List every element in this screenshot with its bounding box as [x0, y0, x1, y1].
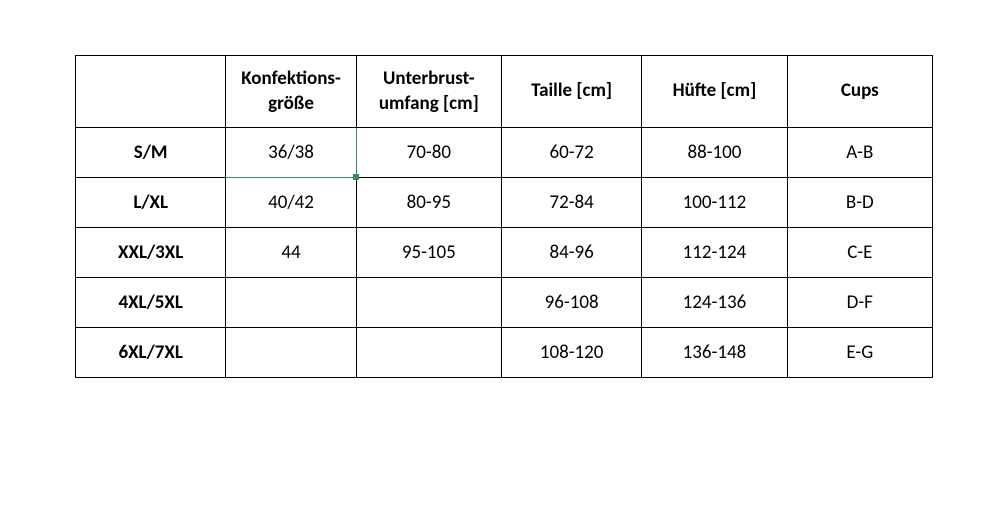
cell-taille: 72-84	[501, 178, 641, 228]
cell-taille: 96-108	[501, 278, 641, 328]
cell-hufte: 88-100	[642, 128, 787, 178]
cell-konf	[226, 328, 356, 378]
cell-hufte: 100-112	[642, 178, 787, 228]
table-row: L/XL 40/42 80-95 72-84 100-112 B-D	[76, 178, 933, 228]
header-hufte: Hüfte [cm]	[642, 56, 787, 128]
cell-hufte: 124-136	[642, 278, 787, 328]
cell-cups: A-B	[787, 128, 932, 178]
cell-size: 4XL/5XL	[76, 278, 226, 328]
cell-cups: B-D	[787, 178, 932, 228]
cell-konf	[226, 278, 356, 328]
table-header-row: Konfektions-größe Unterbrust-umfang [cm]…	[76, 56, 933, 128]
cell-cups: C-E	[787, 228, 932, 278]
header-label: Konfektions-größe	[241, 67, 341, 115]
cell-cups: D-F	[787, 278, 932, 328]
cell-size: 6XL/7XL	[76, 328, 226, 378]
table-row: S/M 36/38 70-80 60-72 88-100 A-B	[76, 128, 933, 178]
header-cups: Cups	[787, 56, 932, 128]
cell-unter: 80-95	[356, 178, 501, 228]
cell-taille: 108-120	[501, 328, 641, 378]
table-row: 6XL/7XL 108-120 136-148 E-G	[76, 328, 933, 378]
cell-unter: 70-80	[356, 128, 501, 178]
cell-size: L/XL	[76, 178, 226, 228]
cell-size: XXL/3XL	[76, 228, 226, 278]
header-label: Taille [cm]	[531, 79, 612, 102]
cell-konf: 44	[226, 228, 356, 278]
header-label: Cups	[841, 79, 879, 102]
cell-cups: E-G	[787, 328, 932, 378]
cell-hufte: 112-124	[642, 228, 787, 278]
header-taille: Taille [cm]	[501, 56, 641, 128]
cell-taille: 84-96	[501, 228, 641, 278]
table-row: 4XL/5XL 96-108 124-136 D-F	[76, 278, 933, 328]
cell-taille: 60-72	[501, 128, 641, 178]
cell-konf: 40/42	[226, 178, 356, 228]
header-label: Unterbrust-umfang [cm]	[379, 67, 479, 115]
table-row: XXL/3XL 44 95-105 84-96 112-124 C-E	[76, 228, 933, 278]
cell-hufte: 136-148	[642, 328, 787, 378]
header-label: Hüfte [cm]	[673, 79, 757, 102]
cell-size: S/M	[76, 128, 226, 178]
header-empty	[76, 56, 226, 128]
cell-unter	[356, 328, 501, 378]
header-unterbrust: Unterbrust-umfang [cm]	[356, 56, 501, 128]
cell-unter	[356, 278, 501, 328]
cell-konf: 36/38	[226, 128, 356, 178]
cell-unter: 95-105	[356, 228, 501, 278]
header-konfektion: Konfektions-größe	[226, 56, 356, 128]
size-chart-table: Konfektions-größe Unterbrust-umfang [cm]…	[75, 55, 933, 378]
